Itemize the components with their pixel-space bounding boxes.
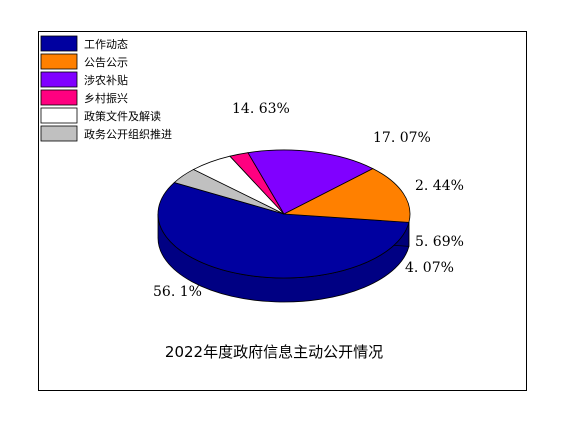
value-label-4: 5. 69% — [415, 234, 464, 250]
value-label-3: 2. 44% — [415, 178, 464, 194]
legend-swatch-1 — [40, 53, 78, 70]
legend-swatch-2 — [40, 71, 78, 88]
value-label-2: 17. 07% — [373, 130, 431, 146]
legend-swatch-5 — [40, 125, 78, 142]
chart-title: 2022年度政府信息主动公开情况 — [165, 343, 383, 361]
slice-2 — [247, 149, 374, 215]
legend-label-5: 政务公开组织推进 — [84, 127, 172, 141]
slice-1 — [282, 168, 411, 223]
legend-label-1: 公告公示 — [84, 56, 128, 69]
legend-label-0: 工作动态 — [84, 38, 128, 51]
value-label-5: 4. 07% — [405, 260, 454, 276]
value-labels: 56. 1% 14. 63% 17. 07% 2. 44% 5. 69% 4. 07% — [153, 101, 464, 300]
pie-slices — [157, 149, 411, 303]
legend-label-2: 涉农补贴 — [84, 73, 128, 87]
legend-swatch-3 — [40, 89, 78, 106]
legend-label-4: 政策文件及解读 — [84, 109, 161, 123]
legend-swatch-0 — [40, 35, 78, 52]
legend-label-3: 乡村振兴 — [84, 91, 128, 105]
value-label-0: 56. 1% — [153, 284, 202, 300]
legend-swatch-4 — [40, 107, 78, 124]
value-label-1: 14. 63% — [232, 101, 290, 117]
slice-0 — [157, 182, 410, 279]
